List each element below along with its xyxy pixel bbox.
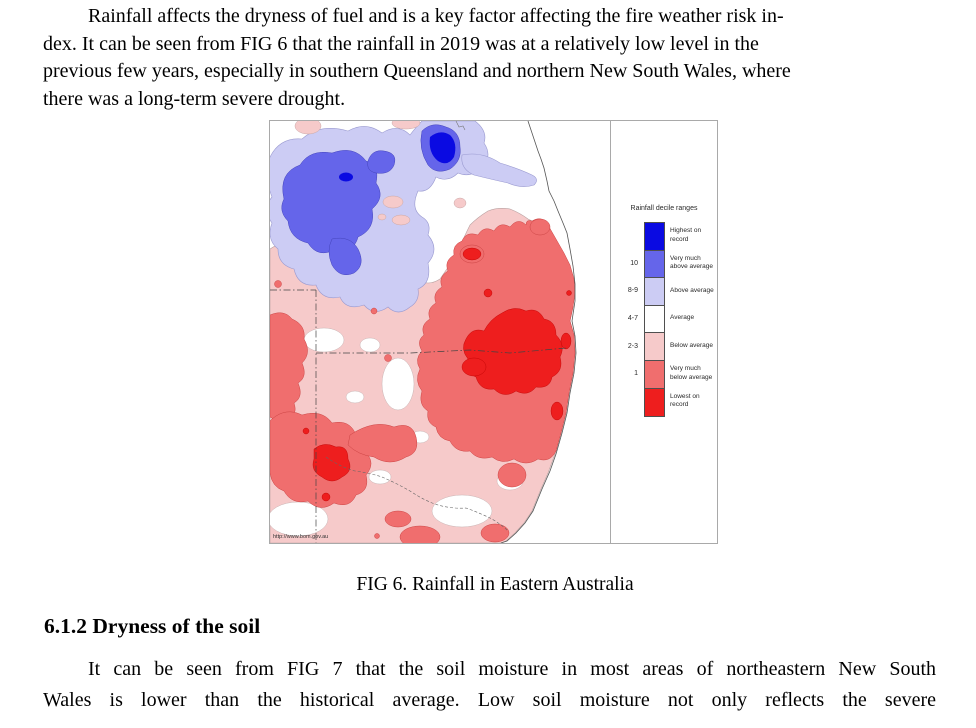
legend-swatch	[645, 278, 664, 306]
map-source-url: http://www.bom.gov.au	[273, 534, 328, 540]
legend-swatch	[645, 223, 664, 251]
legend-decile: 1	[634, 370, 638, 378]
section-heading: 6.1.2 Dryness of the soil	[44, 614, 261, 638]
legend-decile: 8-9	[627, 287, 638, 295]
map-highest-on-record-spots	[339, 132, 456, 182]
legend-swatch	[645, 305, 664, 334]
map-above-average-arm	[461, 153, 537, 187]
legend-title: Rainfall decile ranges	[630, 205, 698, 212]
state-borders	[270, 289, 567, 543]
text-line: Rainfall affects the dryness of fuel and…	[88, 5, 784, 27]
legend-decile: 2-3	[627, 342, 638, 350]
text-line: previous few years, especially in southe…	[43, 60, 791, 83]
map-lowest-on-record-region	[302, 247, 572, 502]
legend-swatch	[645, 333, 664, 361]
legend-swatch	[645, 360, 664, 389]
sea-mask	[501, 121, 610, 543]
soil-paragraph: It can be seen from FIG 7 that the soil …	[43, 654, 936, 715]
legend-label: Lowest on record	[670, 392, 700, 409]
legend-decile-numbers: 10 8-9 4-7 2-3 1	[611, 222, 638, 415]
legend-swatch	[645, 250, 664, 279]
legend-label: Average	[670, 314, 695, 322]
map-legend: Rainfall decile ranges 10 8-9 4-7 2-3 1	[610, 121, 717, 543]
legend-label: Highest on record	[670, 227, 702, 243]
coastline	[500, 121, 577, 543]
rainfall-decile-map: http://www.bom.gov.au	[270, 121, 610, 543]
legend-decile: 10	[630, 259, 638, 267]
figure-caption: FIG 6. Rainfall in Eastern Australia	[356, 574, 634, 595]
legend-label: Above average	[670, 286, 714, 294]
legend-label: Below average	[670, 341, 713, 349]
legend-labels: Highest on record Very much above averag…	[670, 222, 718, 415]
text-line: there was a long-term severe drought.	[43, 88, 346, 111]
intro-paragraph: Rainfall affects the dryness of fuel and…	[43, 3, 936, 114]
text-line: Wales is lower than the historical avera…	[43, 688, 936, 711]
legend-colorbar	[644, 222, 665, 418]
gulf-coast-fragment	[455, 121, 466, 131]
legend-decile	[611, 222, 638, 250]
map-north-pink-blobs	[294, 121, 467, 226]
fig6-rainfall-figure: http://www.bom.gov.au Rainfall decile ra…	[269, 120, 718, 544]
legend-swatch	[645, 388, 664, 417]
text-line: dex. It can be seen from FIG 6 that the …	[43, 32, 759, 55]
text-line: It can be seen from FIG 7 that the soil …	[88, 658, 936, 680]
river-line	[325, 456, 509, 532]
legend-label: Very much above average	[670, 254, 714, 271]
legend-decile	[611, 388, 638, 416]
legend-decile: 4-7	[627, 315, 638, 323]
legend-label: Very much below average	[670, 365, 713, 381]
